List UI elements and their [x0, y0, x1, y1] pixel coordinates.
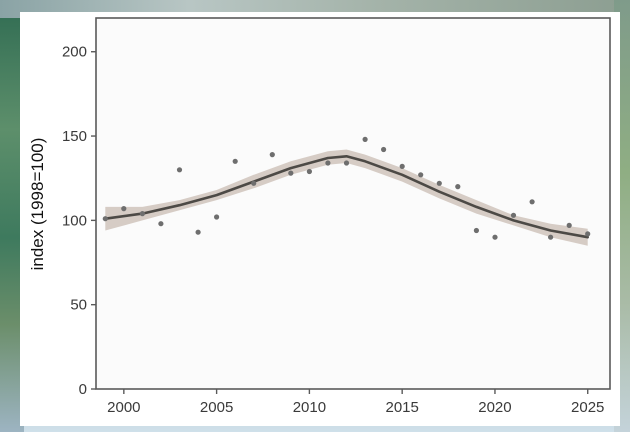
data-point — [176, 167, 183, 173]
tick-labels: 2000 2005 2010 2015 2020 2025 0 50 100 150 200 — [62, 44, 604, 416]
data-point — [139, 211, 145, 217]
x-tick-label: 2025 — [571, 399, 604, 416]
data-point — [306, 168, 312, 175]
data-point — [102, 216, 108, 222]
y-tick-label: 50 — [70, 297, 87, 314]
plot-frame — [95, 17, 611, 390]
x-tick-label: 2000 — [107, 399, 140, 416]
data-point — [251, 180, 257, 186]
data-point — [381, 146, 387, 153]
data-point — [343, 160, 350, 166]
data-point — [195, 229, 201, 235]
x-tick-label: 2015 — [385, 399, 418, 416]
x-tick-label: 2020 — [478, 399, 511, 416]
data-point — [585, 231, 591, 237]
data-points — [102, 136, 591, 240]
y-tick-label: 150 — [62, 128, 87, 145]
data-point — [548, 234, 554, 240]
data-point — [418, 172, 424, 178]
data-point — [455, 184, 461, 190]
y-tick-label: 200 — [62, 44, 87, 61]
data-point — [121, 206, 127, 212]
y-tick-label: 0 — [79, 381, 87, 398]
data-point — [362, 136, 368, 142]
data-point — [473, 227, 479, 234]
trend-line — [104, 155, 590, 239]
x-tick-label: 2010 — [293, 399, 326, 416]
trend-line-group — [104, 155, 590, 239]
data-point — [436, 180, 442, 186]
axes — [91, 17, 611, 394]
data-point — [325, 160, 331, 166]
confidence-ribbon — [105, 149, 588, 246]
data-point — [232, 158, 238, 164]
y-axis-title: index (1998=100) — [28, 138, 47, 271]
data-point — [566, 222, 572, 228]
data-point — [269, 152, 275, 158]
confidence-band — [105, 149, 588, 246]
data-point — [510, 212, 517, 218]
data-point — [214, 214, 220, 220]
data-point — [399, 163, 405, 169]
data-point — [158, 221, 164, 227]
data-point — [288, 170, 294, 176]
data-point — [529, 199, 535, 205]
x-tick-label: 2005 — [200, 399, 233, 416]
y-tick-label: 100 — [62, 212, 87, 229]
data-point — [492, 234, 498, 240]
